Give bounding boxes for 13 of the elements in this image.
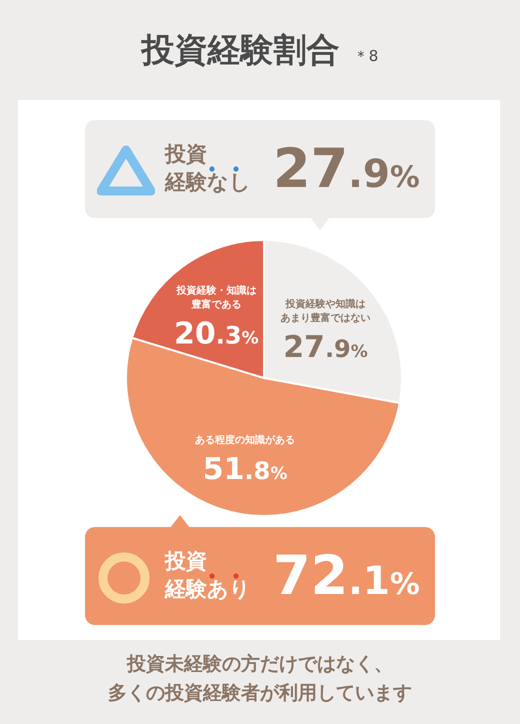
chart-title: 投資経験割合 <box>142 30 340 69</box>
text: 投資経験あり <box>165 548 251 603</box>
slice-label: 投資経験・知識は豊富である <box>175 284 256 311</box>
slice-label: 投資経験や知識はあまり豊富ではない <box>280 298 371 324</box>
text: 27.9% <box>273 137 420 200</box>
data-label: 51.8% <box>202 452 288 487</box>
text: 72.1% <box>273 544 420 607</box>
text: ＊8 <box>354 47 378 65</box>
data-label: 20.3% <box>174 316 259 352</box>
text: 投資未経験の方だけではなく、多くの投資経験者が利用しています <box>107 652 413 706</box>
slice-label: ある程度の知識がある <box>195 434 296 446</box>
text: 投資経験なし <box>165 141 251 196</box>
data-label: 27.9% <box>283 330 368 365</box>
